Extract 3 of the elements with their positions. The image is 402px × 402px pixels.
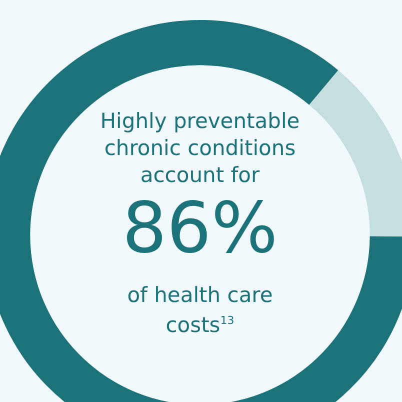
- text: Highly preventable chronic conditions account for: [99, 108, 301, 189]
- text: of health care costs$^{13}$: [126, 282, 274, 338]
- data-label: 86%: [121, 187, 279, 269]
